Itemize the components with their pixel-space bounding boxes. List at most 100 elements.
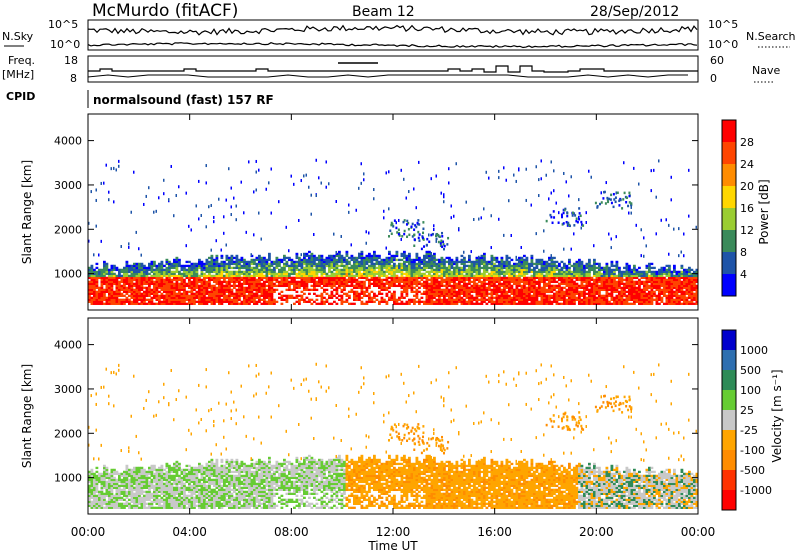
power-cell xyxy=(603,300,606,303)
power-cell xyxy=(110,266,114,270)
power-cell xyxy=(490,254,494,258)
power-cell xyxy=(528,302,531,305)
power-cell xyxy=(615,274,619,278)
power-cell xyxy=(290,262,294,266)
power-cell xyxy=(98,296,101,299)
power-cell xyxy=(510,278,514,282)
power-cell xyxy=(503,233,505,237)
power-cell xyxy=(673,274,676,278)
power-cell xyxy=(268,300,271,303)
power-cell xyxy=(353,274,356,278)
power-cell xyxy=(380,288,384,292)
power-cell xyxy=(643,298,646,301)
power-cell xyxy=(215,290,219,294)
power-cell xyxy=(580,274,584,278)
power-cell xyxy=(410,260,414,264)
power-cell xyxy=(268,294,271,297)
power-cell xyxy=(235,298,239,301)
power-cell xyxy=(320,254,324,258)
power-cell xyxy=(325,280,329,284)
power-cell xyxy=(610,264,614,268)
power-cell xyxy=(440,256,444,260)
power-cell xyxy=(600,294,604,297)
power-cell xyxy=(240,300,244,303)
power-cell xyxy=(638,182,640,186)
power-cell xyxy=(520,258,524,262)
power-cell xyxy=(255,274,259,278)
power-cell xyxy=(265,288,269,292)
power-cell xyxy=(473,278,476,282)
power-cell xyxy=(645,292,649,296)
power-cell xyxy=(290,296,294,299)
power-cell xyxy=(318,262,321,266)
power-cell xyxy=(455,260,459,264)
power-cell xyxy=(275,258,279,262)
power-cell xyxy=(228,300,231,303)
power-cell xyxy=(433,264,436,268)
power-cell xyxy=(415,268,419,272)
power-cell xyxy=(683,282,686,286)
power-cell xyxy=(503,270,506,274)
power-cell xyxy=(385,276,389,280)
power-cell xyxy=(693,288,696,292)
power-cell xyxy=(293,288,296,292)
power-cell xyxy=(185,282,189,286)
power-cell xyxy=(623,286,626,290)
power-cell xyxy=(90,288,94,292)
power-cell xyxy=(160,274,164,278)
power-cell xyxy=(93,253,95,257)
freq-unit-label: [MHz] xyxy=(2,68,34,81)
power-cell xyxy=(180,298,184,301)
power-cell xyxy=(460,270,464,274)
power-cell xyxy=(673,276,676,280)
power-cell xyxy=(310,256,314,260)
power-cell xyxy=(600,288,604,292)
power-cell xyxy=(383,209,385,213)
power-cell xyxy=(413,290,416,294)
power-cell xyxy=(123,268,126,272)
power-cell xyxy=(105,298,109,301)
power-cell xyxy=(183,298,186,301)
power-cell xyxy=(648,270,651,274)
power-cell xyxy=(445,282,449,286)
power-cell xyxy=(568,266,571,270)
power-cell xyxy=(333,264,336,268)
power-cell xyxy=(148,262,151,266)
power-cell xyxy=(598,296,601,299)
power-cell xyxy=(538,260,541,264)
power-cell xyxy=(325,185,327,189)
power-cell xyxy=(390,260,394,264)
power-cell xyxy=(225,298,229,301)
power-cell xyxy=(150,274,154,278)
power-cell xyxy=(365,230,367,234)
power-cell xyxy=(663,288,666,292)
power-cell xyxy=(573,282,576,286)
power-cell xyxy=(638,278,641,282)
power-cell xyxy=(433,256,436,260)
power-cell xyxy=(260,260,264,264)
power-cell xyxy=(588,276,591,280)
power-cell xyxy=(648,290,651,294)
power-cell xyxy=(420,268,424,272)
power-cell xyxy=(418,260,421,264)
power-cell xyxy=(273,262,276,266)
power-cell xyxy=(405,196,407,200)
power-cell xyxy=(100,278,104,282)
power-cell xyxy=(98,292,101,296)
power-cell xyxy=(300,298,304,301)
power-cell xyxy=(385,274,389,278)
power-cell xyxy=(185,268,189,272)
power-cell xyxy=(140,278,144,282)
power-cell xyxy=(390,268,394,272)
power-cell xyxy=(445,290,449,294)
power-cell xyxy=(195,292,199,296)
power-cell xyxy=(545,302,549,305)
power-cell xyxy=(423,290,426,294)
power-cell xyxy=(430,288,434,292)
power-cell xyxy=(550,258,554,262)
power-cell xyxy=(205,284,209,288)
power-cell xyxy=(590,302,594,305)
power-cell xyxy=(685,302,689,305)
power-cell xyxy=(115,280,119,284)
power-cell xyxy=(358,252,360,256)
